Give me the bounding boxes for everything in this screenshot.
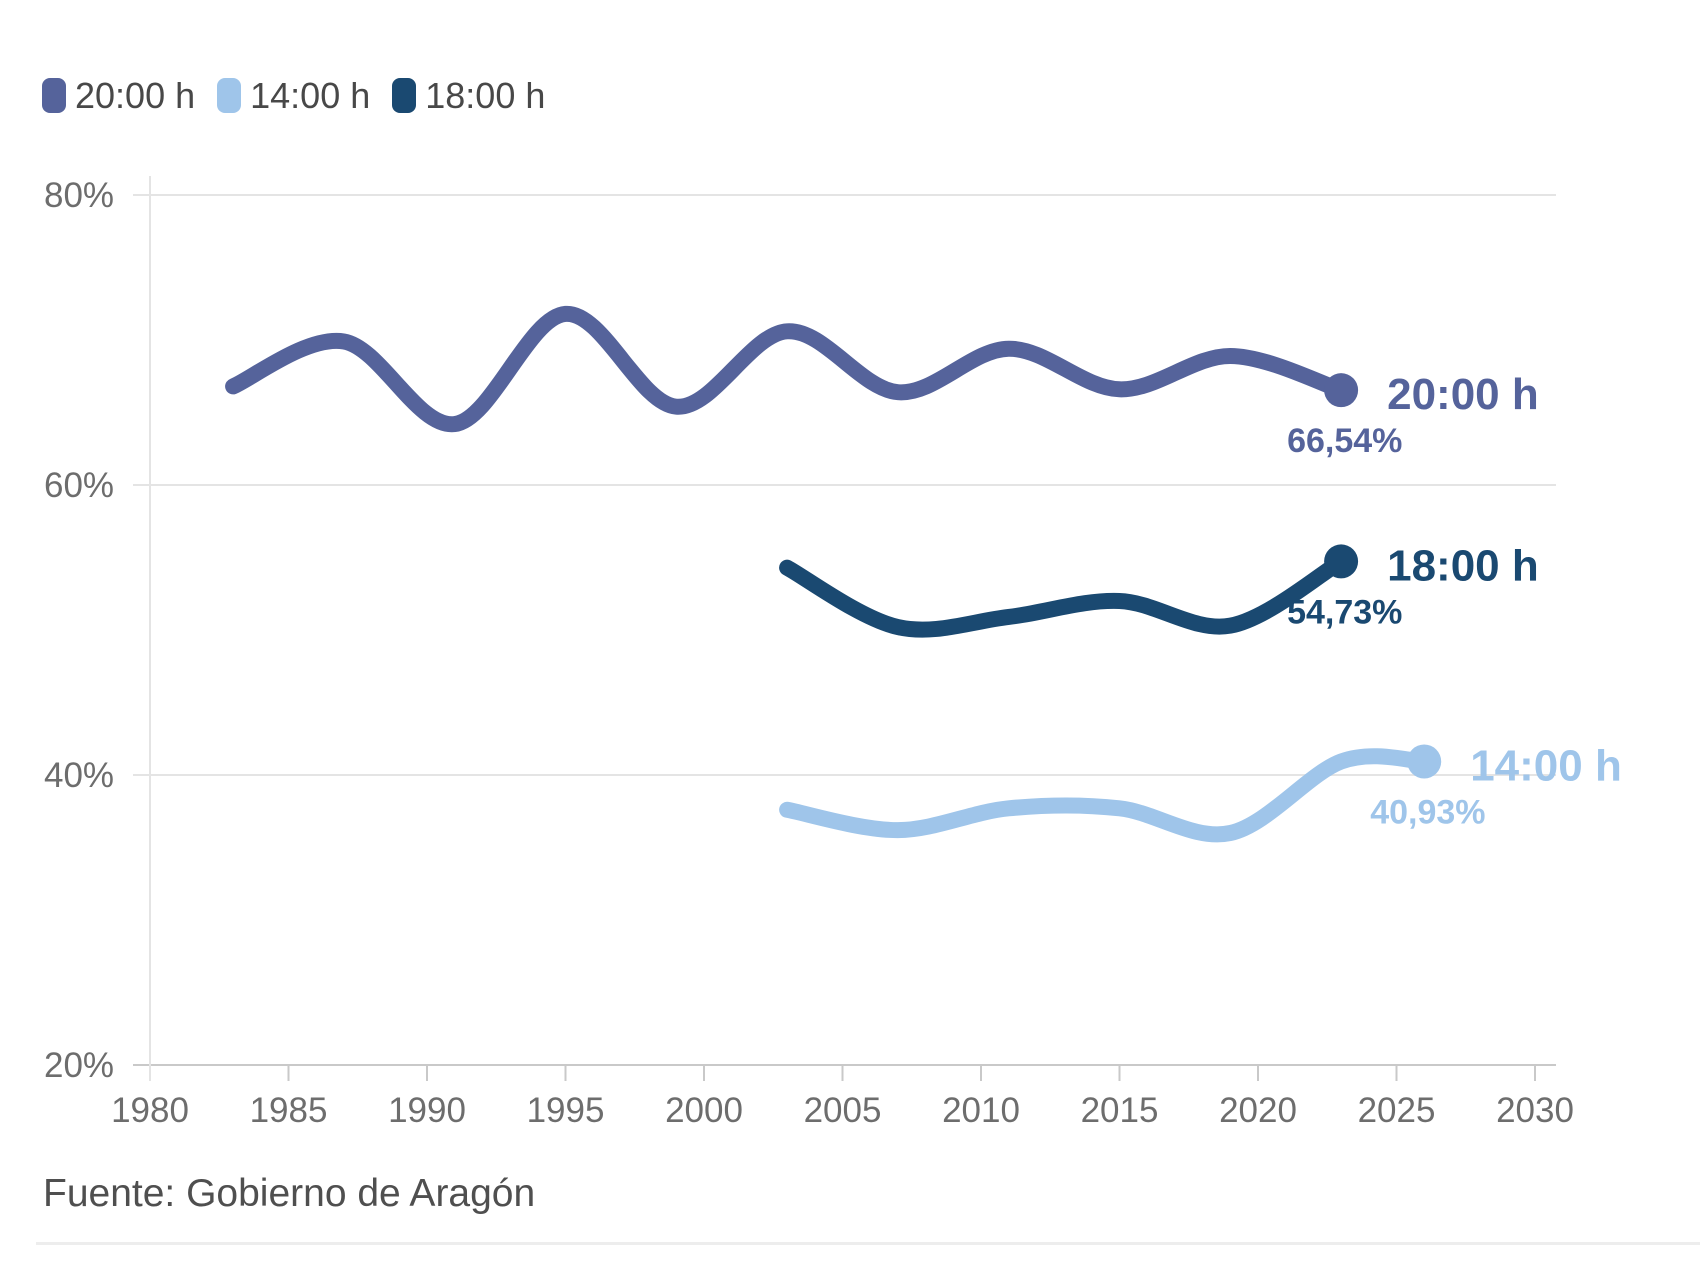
bottom-divider [36,1242,1700,1245]
y-tick-label-20: 20% [44,1046,114,1085]
x-tick-label-2015: 2015 [1081,1091,1159,1130]
series-end-value-2000h: 66,54% [1287,422,1402,460]
series-end-dot-2000h [1324,373,1359,408]
source-note: Fuente: Gobierno de Aragón [43,1172,536,1215]
legend-label-1400h: 14:00 h [250,75,371,116]
series-end-dot-1800h [1324,544,1359,579]
series-end-value-1800h: 54,73% [1287,593,1402,631]
x-tick-label-1985: 1985 [250,1091,328,1130]
x-tick-label-2020: 2020 [1219,1091,1297,1130]
x-tick-label-2000: 2000 [665,1091,743,1130]
y-tick-label-40: 40% [44,756,114,795]
legend-label-1800h: 18:00 h [425,75,546,116]
legend-item-2000h: 20:00 h [42,75,196,116]
series-line-1800h [779,553,1350,638]
series-end-label-1400h: 14:00 h [1470,742,1622,791]
x-tick-label-2025: 2025 [1358,1091,1436,1130]
series-end-value-1400h: 40,93% [1370,794,1485,832]
series-end-label-1800h: 18:00 h [1387,541,1539,590]
x-tick-label-2010: 2010 [942,1091,1020,1130]
y-tick-label-60: 60% [44,466,114,505]
x-tick-label-1990: 1990 [388,1091,466,1130]
series-line-2000h [225,305,1350,433]
y-tick-label-80: 80% [44,176,114,215]
x-tick-label-2005: 2005 [804,1091,882,1130]
legend-item-1400h: 14:00 h [217,75,371,116]
series-end-label-2000h: 20:00 h [1387,370,1539,419]
x-tick-label-1980: 1980 [111,1091,189,1130]
legend-swatch-1400h [217,78,242,113]
legend-label-2000h: 20:00 h [75,75,196,116]
legend-swatch-1800h [392,78,417,113]
chart-legend: 20:00 h 14:00 h 18:00 h [42,75,546,116]
series-line-1400h [779,748,1433,843]
legend-item-1800h: 18:00 h [392,75,546,116]
legend-swatch-2000h [42,78,66,113]
x-tick-label-2030: 2030 [1496,1091,1574,1130]
series-end-dot-1400h [1407,744,1442,779]
x-tick-label-1995: 1995 [527,1091,605,1130]
